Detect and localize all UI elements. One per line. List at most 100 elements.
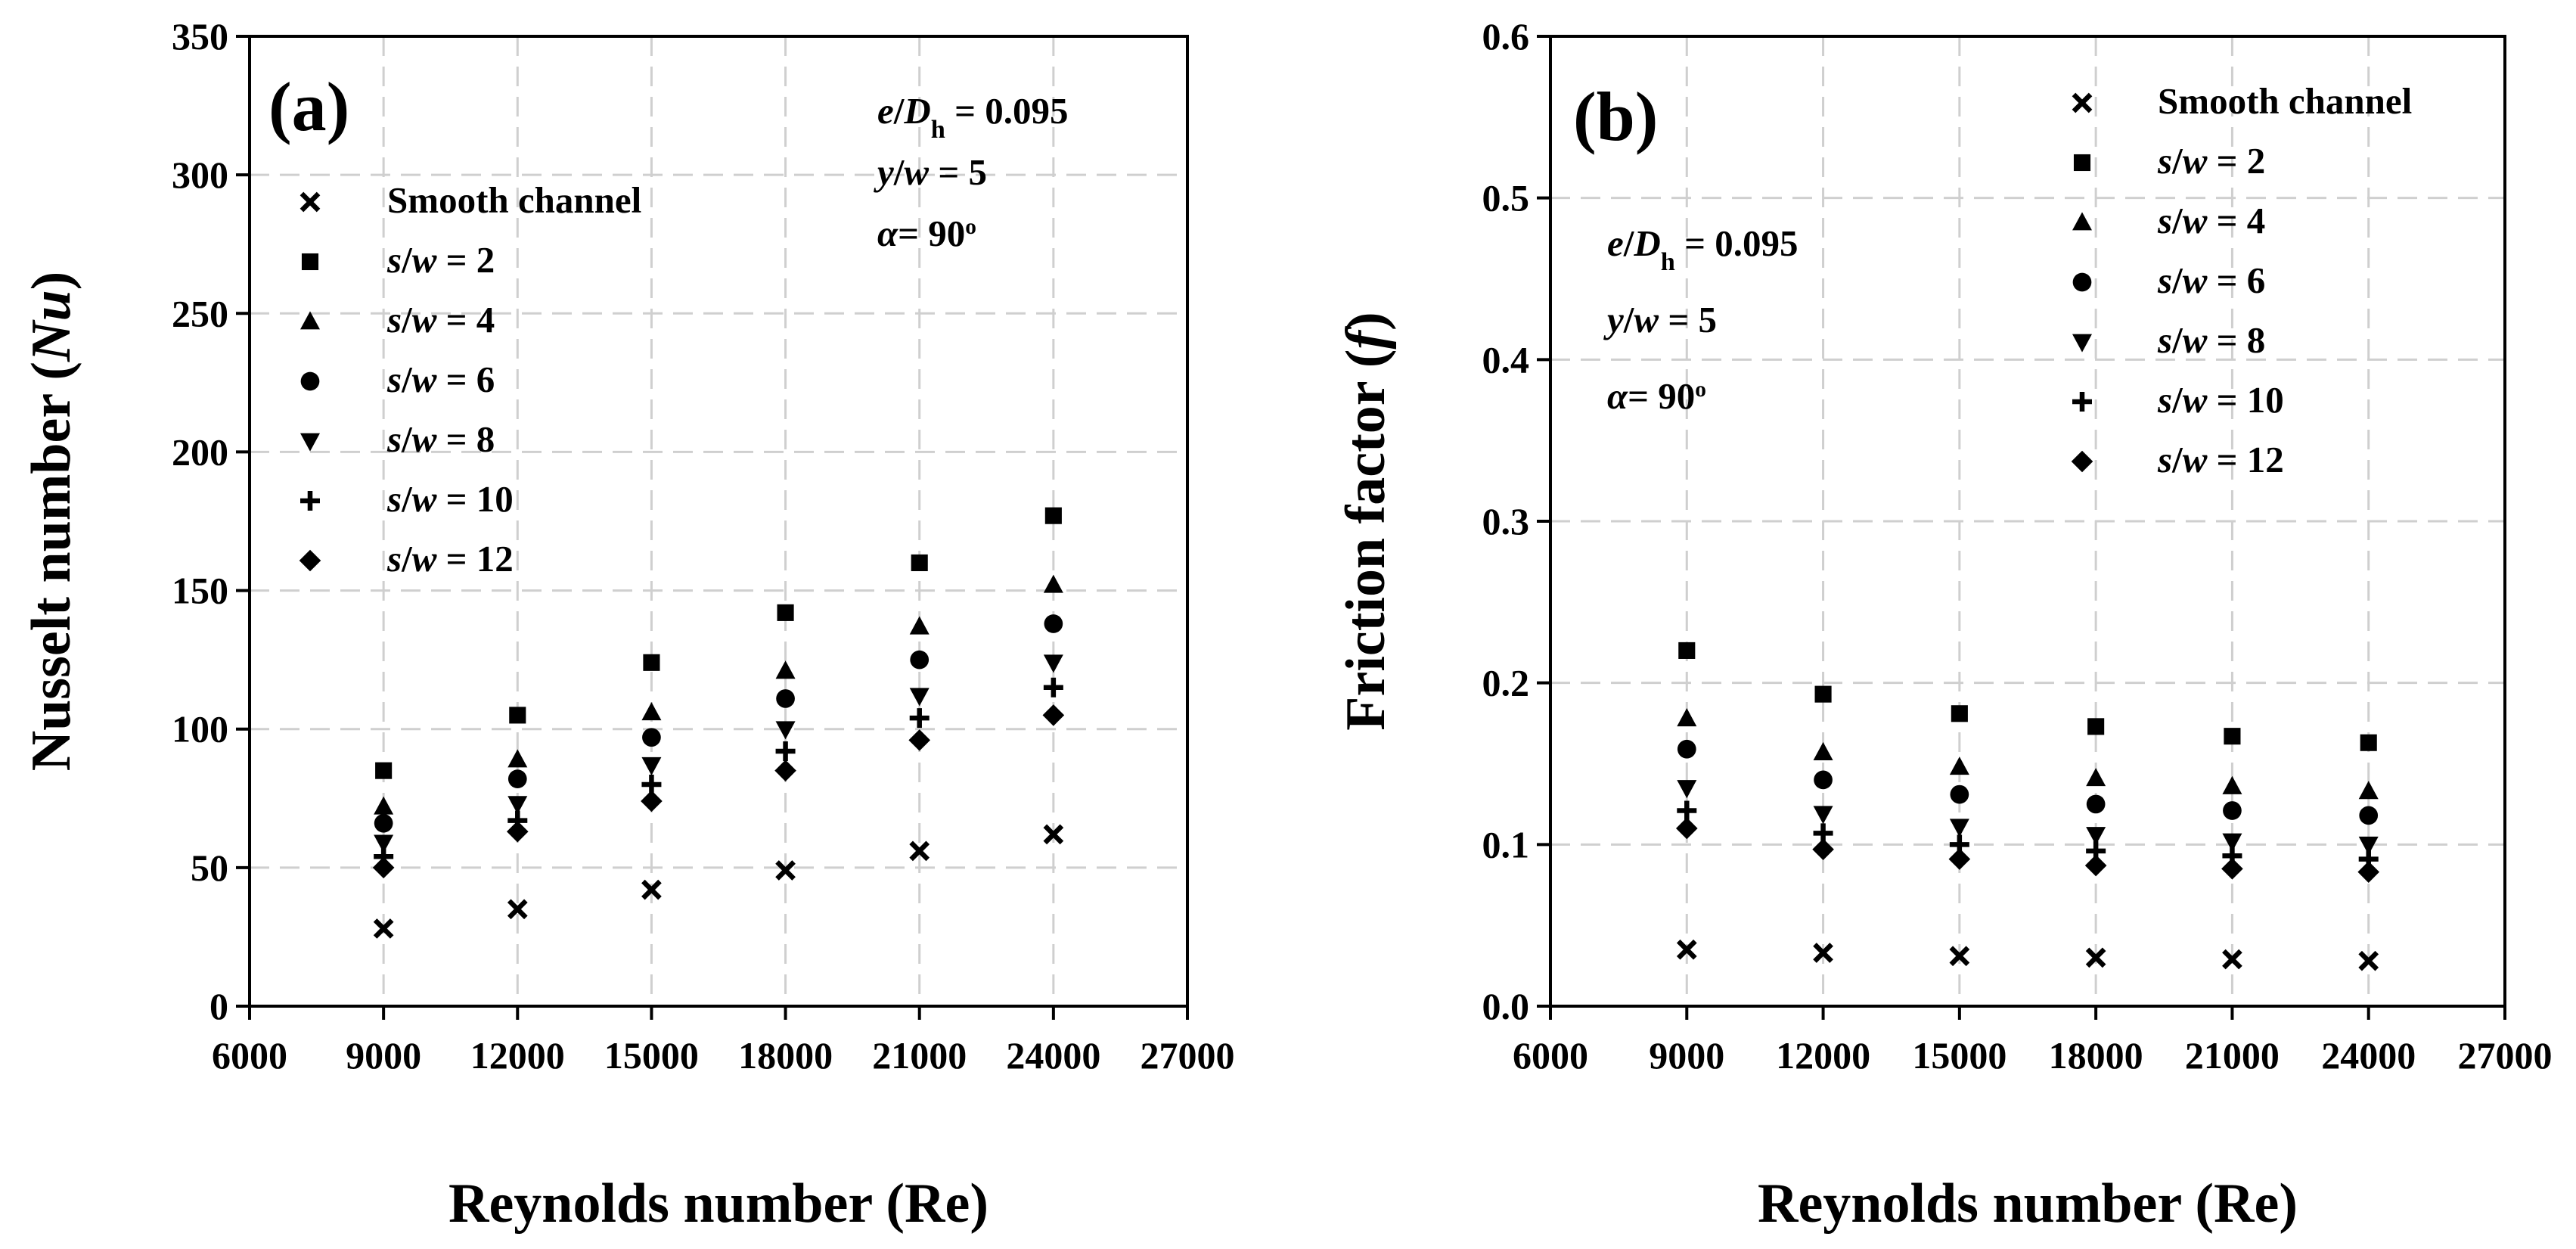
- data-point: [911, 554, 928, 571]
- data-point: [2360, 734, 2377, 751]
- legend-label: s/w = 2: [2157, 140, 2265, 182]
- data-point: [777, 604, 794, 621]
- series-circle: [374, 614, 1063, 833]
- data-point: [909, 840, 930, 862]
- y-tick-label: 0: [209, 985, 228, 1027]
- data-point: [642, 728, 661, 747]
- data-point: [509, 707, 526, 724]
- annotation-e-dh: e/Dh = 0.095: [1607, 222, 1799, 276]
- data-point: [1678, 642, 1696, 659]
- annotation-e-dh: e/Dh = 0.095: [877, 90, 1069, 144]
- y-tick-label: 100: [172, 708, 228, 750]
- y-tick-label: 250: [172, 292, 228, 334]
- data-point: [643, 654, 660, 671]
- data-point: [2085, 947, 2106, 968]
- x-tick-label: 9000: [346, 1034, 421, 1077]
- data-point: [1948, 848, 1971, 870]
- annotation-y-w: y/w = 5: [1603, 299, 1717, 340]
- data-point: [374, 796, 394, 815]
- data-point: [1042, 704, 1065, 726]
- annotation-y-w: y/w = 5: [874, 151, 987, 193]
- data-point: [2221, 858, 2243, 880]
- data-point: [374, 834, 394, 853]
- data-point: [776, 689, 795, 708]
- data-point: [1677, 800, 1697, 821]
- data-point: [1950, 785, 1969, 804]
- x-tick-label: 12000: [1776, 1034, 1870, 1077]
- legend-label: Smooth channel: [387, 179, 641, 221]
- series-triangle-down: [1677, 780, 2379, 855]
- x-tick-label: 21000: [2185, 1034, 2280, 1077]
- data-point: [641, 790, 663, 812]
- data-point: [641, 757, 662, 775]
- data-point: [2087, 718, 2105, 735]
- y-tick-label: 0.0: [1482, 985, 1530, 1027]
- legend-label: s/w = 2: [386, 239, 495, 281]
- series-plus: [374, 677, 1063, 867]
- data-point: [1043, 824, 1064, 845]
- data-point: [909, 616, 930, 635]
- y-tick-label: 0.4: [1482, 338, 1530, 381]
- data-point: [373, 918, 394, 939]
- data-point: [2222, 775, 2242, 794]
- panel-label: (a): [268, 68, 349, 145]
- series-triangle-down: [374, 654, 1063, 853]
- legend: Smooth channel s/w = 2 s/w = 4 s/w = 6 s/w =…: [2071, 80, 2412, 480]
- data-point: [641, 702, 662, 721]
- data-point: [1813, 943, 1833, 963]
- data-point: [507, 769, 527, 788]
- data-point: [2222, 949, 2242, 970]
- data-point: [2223, 801, 2242, 820]
- legend-marker-diamond: [299, 549, 321, 572]
- x-tick-label: 15000: [604, 1034, 699, 1077]
- data-point: [1813, 741, 1833, 760]
- y-tick-label: 0.5: [1482, 177, 1530, 219]
- data-point: [375, 762, 393, 779]
- legend-label: s/w = 6: [2157, 259, 2265, 301]
- panel-label: (b): [1573, 78, 1658, 155]
- data-point: [1813, 806, 1833, 825]
- x-tick-label: 9000: [1649, 1034, 1724, 1077]
- data-point: [1814, 685, 1832, 703]
- data-point: [775, 860, 796, 881]
- data-point: [1677, 739, 1696, 759]
- data-point: [775, 741, 796, 762]
- x-tick-label: 21000: [872, 1034, 967, 1077]
- data-point: [1044, 614, 1063, 633]
- data-point: [1951, 705, 1968, 722]
- series-diamond: [1675, 817, 2380, 883]
- data-point: [372, 856, 395, 879]
- data-point: [641, 879, 662, 900]
- series-triangle-up: [1677, 708, 2379, 800]
- legend-label: s/w = 4: [386, 299, 495, 340]
- x-tick-label: 18000: [738, 1034, 833, 1077]
- data-point: [909, 688, 930, 707]
- legend: Smooth channel s/w = 2 s/w = 4 s/w = 6 s/w =…: [299, 179, 641, 579]
- series-x: [1676, 939, 2379, 971]
- data-point: [2358, 781, 2379, 800]
- legend-marker-square: [2073, 154, 2091, 172]
- x-tick-label: 24000: [2321, 1034, 2416, 1077]
- data-point: [1677, 708, 1697, 727]
- data-point: [1949, 946, 1970, 967]
- x-axis-label: Reynolds number (Re): [1758, 1173, 2298, 1235]
- data-point: [775, 660, 796, 679]
- y-axis-label: Nusselt number (Nu): [20, 272, 82, 772]
- data-point: [2086, 827, 2106, 846]
- legend-label: s/w = 8: [2157, 319, 2265, 361]
- data-point: [910, 650, 930, 670]
- legend-marker-circle: [300, 371, 320, 391]
- x-tick-label: 27000: [1141, 1034, 1235, 1077]
- legend-marker-diamond: [2071, 450, 2093, 473]
- data-point: [2358, 836, 2379, 855]
- data-point: [2224, 728, 2241, 745]
- data-point: [775, 721, 796, 740]
- data-point: [1949, 757, 1969, 775]
- legend-label: s/w = 12: [2157, 439, 2284, 480]
- x-tick-label: 24000: [1006, 1034, 1100, 1077]
- legend-label: Smooth channel: [2158, 80, 2412, 122]
- x-tick-label: 15000: [1912, 1034, 2006, 1077]
- data-point: [2358, 950, 2379, 971]
- series-plus: [1677, 800, 2379, 869]
